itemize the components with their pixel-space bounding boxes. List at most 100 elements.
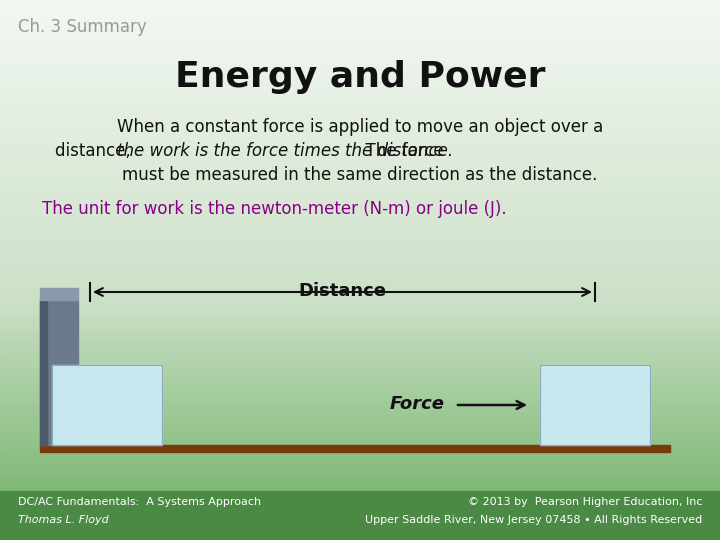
Bar [0,337,720,339]
Bar [0,396,720,399]
Bar [0,292,720,294]
Bar [0,102,720,104]
Bar [0,345,720,347]
Bar [0,194,720,195]
Bar [0,342,720,345]
Bar [0,246,720,248]
Bar [0,141,720,143]
Bar [0,122,720,124]
Bar [0,340,720,342]
Bar [0,80,720,82]
Bar [0,313,720,314]
Bar [0,72,720,74]
Bar [0,179,720,181]
Bar [0,65,720,68]
Bar [0,19,720,22]
Bar [0,168,720,170]
Bar [0,231,720,232]
Bar [0,263,720,265]
Bar [0,164,720,166]
Bar [0,140,720,141]
Bar [0,226,720,228]
Bar [0,60,720,62]
Bar [0,307,720,309]
Bar [0,233,720,235]
Bar [0,97,720,98]
Bar [0,203,720,205]
Bar [0,359,720,361]
Bar [0,380,720,382]
Bar [0,387,720,389]
Bar [0,367,720,368]
Bar [0,145,720,147]
Bar [0,456,720,458]
Bar [0,487,720,489]
Bar [0,295,720,297]
Bar [0,161,720,163]
Bar [0,311,720,313]
Text: Distance: Distance [299,282,387,300]
Bar [0,52,720,54]
Bar [0,190,720,192]
Bar [0,408,720,410]
Bar [0,475,720,477]
Bar [0,248,720,249]
Bar [0,350,720,353]
Bar [0,151,720,152]
Bar [0,402,720,404]
Bar [0,510,720,512]
Bar [0,156,720,158]
Bar [0,195,720,197]
Bar [0,516,720,518]
Bar [0,518,720,519]
Bar [0,191,720,193]
Bar [0,376,720,378]
Bar [0,356,720,357]
Bar [0,71,720,73]
Bar [0,485,720,487]
Bar [0,282,720,284]
Bar [0,192,720,194]
Bar [0,469,720,471]
Bar [0,170,720,172]
Bar [0,327,720,329]
Bar [0,181,720,184]
Bar [0,319,720,321]
Bar [0,522,720,524]
Bar [0,187,720,189]
Bar [0,280,720,282]
Bar [0,180,720,183]
Bar [0,431,720,433]
Bar [0,235,720,238]
Bar [0,185,720,186]
Bar [0,45,720,47]
Bar [0,234,720,237]
Bar [0,482,720,483]
Bar [0,253,720,255]
Bar [0,451,720,454]
Bar [0,188,720,191]
Bar [0,404,720,406]
Bar [0,531,720,534]
Bar [0,220,720,221]
Bar [0,322,720,324]
Bar [0,538,720,540]
Bar [0,42,720,43]
Bar [0,252,720,254]
Bar [40,288,78,300]
Bar [0,159,720,160]
Bar [0,422,720,424]
Text: distance,: distance, [55,142,136,160]
Bar [0,363,720,364]
Bar [0,341,720,343]
Bar [0,221,720,222]
Bar [0,63,720,65]
Bar [0,430,720,432]
Bar [0,386,720,388]
Bar [0,160,720,162]
Bar [0,488,720,490]
Bar [0,462,720,464]
Bar [0,136,720,138]
Text: Ch. 3 Summary: Ch. 3 Summary [18,18,147,36]
Bar [0,484,720,486]
